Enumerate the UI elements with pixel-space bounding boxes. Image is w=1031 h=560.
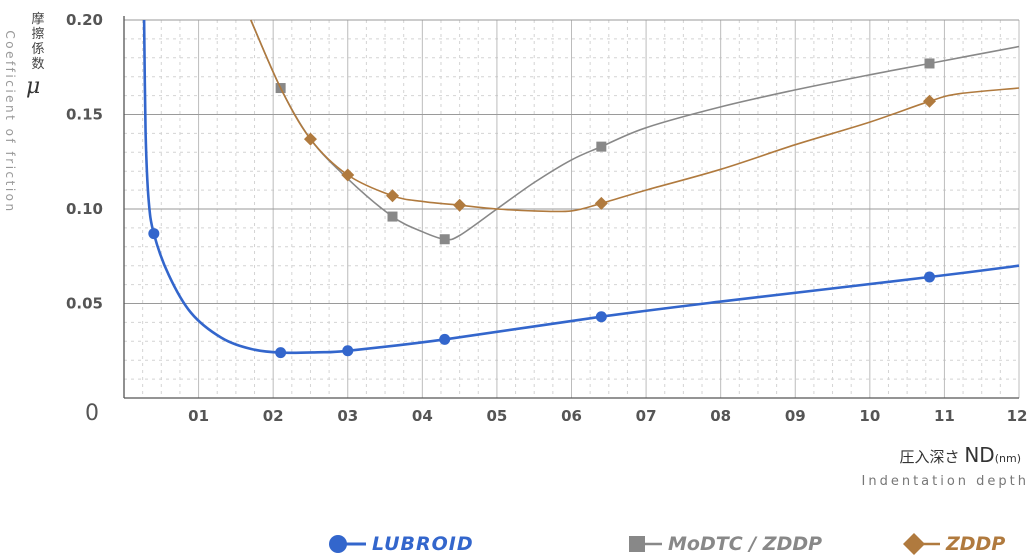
y-axis-symbol: μ	[26, 74, 41, 99]
x-tick-label: 03	[337, 407, 358, 425]
diamond-marker-icon	[903, 533, 940, 555]
x-tick-label: 04	[412, 407, 433, 425]
x-tick-label: 12	[1007, 407, 1028, 425]
legend-label-modtc-zddp: MoDTC / ZDDP	[668, 533, 823, 555]
axes	[123, 16, 1019, 399]
data-point-zddp	[923, 94, 936, 108]
series-zddp	[250, 19, 1020, 213]
legend-item-modtc-zddp: MoDTC / ZDDP	[626, 531, 822, 557]
data-point-lubroid	[342, 345, 354, 357]
circle-marker-icon	[329, 535, 366, 553]
data-point-lubroid	[439, 333, 451, 345]
series-lubroid	[142, 19, 1020, 359]
data-point-zddp	[303, 132, 317, 146]
y-axis-title-jp: 摩擦係数	[31, 12, 45, 72]
x-tick-label: 09	[785, 407, 806, 425]
x-axis-nd: ND	[964, 443, 995, 467]
data-point-zddp	[341, 168, 355, 182]
y-tick-label: 0.20	[66, 11, 103, 29]
x-tick-label: 11	[934, 407, 955, 425]
x-tick-label: 07	[636, 407, 657, 425]
data-point-zddp	[386, 189, 399, 203]
series-line-lubroid	[142, 19, 1020, 355]
y-tick-label: 0	[85, 401, 99, 426]
major-grid	[124, 19, 1020, 398]
x-tick-label: 05	[486, 407, 507, 425]
data-point-modtc-zddp	[924, 58, 935, 69]
x-axis-title-en: Indentation depth	[861, 474, 1029, 489]
legend-item-lubroid: LUBROID	[326, 531, 474, 557]
square-marker-icon	[629, 536, 662, 552]
y-tick-label: 0.05	[66, 295, 103, 313]
y-tick-label: 0.10	[66, 200, 103, 218]
x-tick-label: 02	[263, 407, 284, 425]
data-point-lubroid	[148, 228, 160, 240]
x-tick-label: 10	[859, 407, 880, 425]
data-point-modtc-zddp	[439, 234, 450, 245]
x-tick-labels: 01 02 03 04 05 06 07 08 09 10 11 12	[188, 407, 1027, 425]
x-tick-label: 08	[710, 407, 731, 425]
x-axis-title-jp-text: 圧入深さ	[899, 448, 960, 466]
data-point-zddp	[594, 196, 608, 210]
y-tick-labels: 0 0.05 0.10 0.15 0.20	[66, 11, 103, 426]
y-tick-label: 0.15	[66, 106, 103, 124]
data-point-lubroid	[924, 271, 935, 283]
x-tick-label: 06	[561, 407, 582, 425]
x-axis-unit: (nm)	[994, 452, 1021, 465]
data-point-lubroid	[595, 311, 607, 323]
series-line-modtc-zddp	[250, 19, 1020, 241]
x-tick-label: 01	[188, 407, 209, 425]
x-axis-title-jp: 圧入深さ ND(nm)	[900, 443, 1021, 467]
data-point-modtc-zddp	[387, 211, 398, 222]
legend-label-lubroid: LUBROID	[372, 533, 474, 555]
legend-label-zddp: ZDDP	[946, 533, 1006, 555]
data-point-modtc-zddp	[596, 141, 607, 152]
series-line-zddp	[250, 19, 1020, 213]
data-point-lubroid	[275, 347, 287, 359]
data-point-zddp	[453, 198, 467, 212]
y-axis-title-en: Coefficient of friction	[3, 30, 17, 214]
legend-item-zddp: ZDDP	[902, 531, 1005, 557]
series-group	[142, 19, 1020, 359]
